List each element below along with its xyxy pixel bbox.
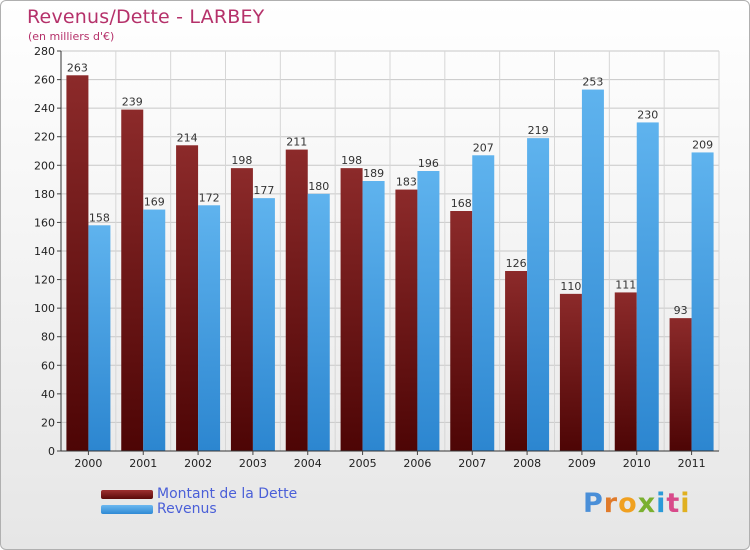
bar-revenus bbox=[581, 89, 604, 452]
logo-letter: r bbox=[603, 488, 619, 519]
chart-title: Revenus/Dette - LARBEY bbox=[27, 6, 265, 28]
logo-letter: P bbox=[583, 488, 604, 519]
x-tick-label: 2000 bbox=[74, 457, 102, 470]
x-tick-label: 2007 bbox=[458, 457, 486, 470]
x-tick-label: 2001 bbox=[129, 457, 157, 470]
y-tick-label: 180 bbox=[34, 188, 55, 201]
bar-debt bbox=[395, 189, 418, 452]
y-tick-label: 140 bbox=[34, 245, 55, 258]
data-label: 209 bbox=[692, 138, 713, 151]
bar-debt bbox=[614, 292, 637, 451]
x-tick-label: 2003 bbox=[239, 457, 267, 470]
data-label: 198 bbox=[231, 154, 252, 167]
data-label: 172 bbox=[199, 191, 220, 204]
data-label: 211 bbox=[286, 136, 307, 149]
logo-letter: t bbox=[666, 488, 681, 519]
data-label: 239 bbox=[122, 96, 143, 109]
legend-label-debt: Montant de la Dette bbox=[157, 486, 298, 502]
bar-debt bbox=[121, 109, 144, 452]
data-label: 168 bbox=[451, 197, 472, 210]
legend-swatch-debt bbox=[101, 490, 153, 499]
proxiti-logo: Proxiti bbox=[583, 488, 691, 519]
bar-debt bbox=[559, 293, 582, 451]
data-label: 169 bbox=[144, 196, 165, 209]
logo-letter: i bbox=[656, 488, 667, 519]
x-tick-label: 2005 bbox=[349, 457, 377, 470]
y-tick-label: 20 bbox=[41, 416, 55, 429]
data-label: 93 bbox=[674, 304, 688, 317]
x-tick-label: 2002 bbox=[184, 457, 212, 470]
data-label: 180 bbox=[308, 180, 329, 193]
bar-revenus bbox=[143, 209, 166, 451]
x-tick-label: 2010 bbox=[623, 457, 651, 470]
bar-revenus bbox=[417, 171, 440, 451]
bar-debt bbox=[285, 149, 308, 452]
data-label: 158 bbox=[89, 211, 110, 224]
y-tick-label: 80 bbox=[41, 331, 55, 344]
bar-revenus bbox=[198, 205, 221, 451]
y-tick-label: 120 bbox=[34, 274, 55, 287]
data-label: 253 bbox=[582, 76, 603, 89]
x-tick-label: 2004 bbox=[294, 457, 322, 470]
x-tick-label: 2009 bbox=[568, 457, 596, 470]
bar-revenus bbox=[636, 122, 659, 451]
logo-letter: i bbox=[680, 488, 691, 519]
bar-revenus bbox=[88, 225, 111, 451]
bar-revenus bbox=[527, 138, 550, 451]
data-label: 189 bbox=[363, 167, 384, 180]
chart-subtitle: (en milliers d'€) bbox=[28, 30, 115, 43]
bar-debt bbox=[176, 145, 199, 452]
bar-debt bbox=[66, 75, 89, 452]
y-tick-label: 40 bbox=[41, 388, 55, 401]
data-label: 230 bbox=[637, 108, 658, 121]
legend-label-revenus: Revenus bbox=[157, 501, 217, 517]
data-label: 198 bbox=[341, 154, 362, 167]
x-tick-label: 2006 bbox=[403, 457, 431, 470]
y-tick-label: 220 bbox=[34, 131, 55, 144]
legend-swatch-revenus bbox=[101, 505, 153, 514]
y-tick-label: 160 bbox=[34, 216, 55, 229]
data-label: 263 bbox=[67, 61, 88, 74]
axes: 0 20 40 60 80 100 120 140 160 180 200 220 240 260 280 2… bbox=[34, 45, 719, 470]
y-tick-label: 0 bbox=[48, 445, 55, 458]
bar-debt bbox=[230, 168, 253, 451]
bar-revenus bbox=[252, 198, 275, 451]
y-tick-label: 240 bbox=[34, 102, 55, 115]
data-label: 214 bbox=[177, 131, 198, 144]
y-tick-label: 200 bbox=[34, 159, 55, 172]
bar-debt bbox=[450, 211, 473, 451]
y-tick-label: 280 bbox=[34, 45, 55, 58]
bar-debt bbox=[505, 271, 528, 451]
data-label: 183 bbox=[396, 176, 417, 189]
bar-revenus bbox=[691, 152, 714, 451]
x-tick-label: 2011 bbox=[678, 457, 706, 470]
grid-lines bbox=[60, 50, 720, 452]
data-labels: 2631582391692141721981772111801981891831… bbox=[67, 61, 713, 317]
bar-revenus bbox=[362, 181, 385, 451]
bars bbox=[66, 75, 714, 452]
data-label: 126 bbox=[506, 257, 527, 270]
bar-debt bbox=[340, 168, 363, 451]
data-label: 207 bbox=[473, 141, 494, 154]
y-tick-label: 260 bbox=[34, 74, 55, 87]
data-label: 111 bbox=[615, 278, 636, 291]
bar-revenus bbox=[472, 155, 495, 452]
data-label: 110 bbox=[560, 280, 581, 293]
bar-debt bbox=[669, 318, 692, 451]
logo-letter: x bbox=[637, 488, 657, 519]
y-tick-label: 100 bbox=[34, 302, 55, 315]
x-tick-label: 2008 bbox=[513, 457, 541, 470]
data-label: 219 bbox=[528, 124, 549, 137]
data-label: 177 bbox=[253, 184, 274, 197]
data-label: 196 bbox=[418, 157, 439, 170]
logo-letter: o bbox=[618, 488, 638, 519]
y-tick-label: 60 bbox=[41, 359, 55, 372]
bar-revenus bbox=[307, 193, 330, 451]
